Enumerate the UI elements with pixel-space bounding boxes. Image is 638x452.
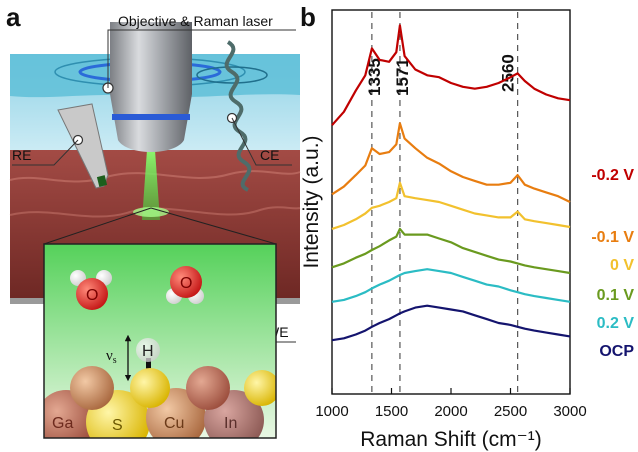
objective-tip [110,94,192,152]
trace-label-group: -0.2 V -0.1 V 0 V 0.1 V 0.2 V OCP [591,167,634,360]
atom-label-cu: Cu [164,415,184,432]
x-tick-label: 2500 [494,403,527,420]
reference-electrode [57,103,109,189]
re-label: RE [12,147,31,163]
molecular-inset: O O H νs Ga S Cu [44,244,276,438]
adsorbed-h-atom [136,338,160,362]
atom-label-s: S [112,417,123,434]
ce-label: CE [260,147,279,163]
x-axis-title: Raman Shift (cm⁻¹) [360,428,541,451]
s-atom [244,370,276,406]
raman-trace [331,268,571,303]
x-tick-group: 1000 1500 2000 2500 3000 [315,388,587,420]
atom-label-o: O [180,275,192,292]
objective-band [112,114,190,120]
reference-electrode-tip [96,175,108,187]
y-axis-title: Intensity (a.u.) [300,135,323,268]
panel-b-chart: b 1335 1571 2560 1000 1500 2000 2500 3000 -0.2… [300,2,634,451]
raman-trace [331,181,571,230]
water-molecule: O [70,270,112,310]
peak-marker-label: 2560 [499,54,518,92]
water-molecule: O [166,266,204,304]
peak-marker-group: 1335 1571 2560 [365,12,519,394]
inset-zoom-line [150,207,277,245]
counter-electrode [224,40,252,192]
panel-a-letter: a [6,2,21,32]
inset-zoom-line [43,207,152,245]
objective-callout-line [107,29,296,88]
re-callout-line [12,139,79,166]
s-atom [130,368,170,408]
trace-label: 0.1 V [597,287,635,304]
laser-spot [133,207,169,217]
trace-label: 0 V [610,257,634,274]
vibration-symbol: νs [106,348,117,366]
x-tick-label: 1000 [315,403,348,420]
inset-frame [43,243,277,439]
atom-label-h: H [142,343,154,360]
trace-label: -0.1 V [591,229,634,246]
laser-beam [142,150,160,220]
objective-label: Objective & Raman laser [118,13,273,29]
trace-label: 0.2 V [597,315,635,332]
series-group [331,24,571,342]
panel-b-letter: b [300,2,316,32]
atom-label-in: In [224,415,237,432]
cu-atom [70,366,114,410]
atom-label-ga: Ga [52,415,73,432]
raman-trace [331,227,571,275]
trace-label: -0.2 V [591,167,634,184]
catalyst-texture [9,206,301,218]
ga-atom [186,366,230,410]
objective-body [110,22,192,94]
ce-callout-line [231,117,292,166]
x-tick-label: 3000 [553,403,586,420]
raman-trace [331,304,571,342]
raman-trace [331,122,571,203]
raman-trace [331,24,571,126]
x-tick-label: 1500 [375,403,408,420]
peak-marker-label: 1335 [365,58,384,96]
peak-marker-label: 1571 [393,58,412,96]
x-tick-label: 2000 [434,403,467,420]
catalyst-texture [9,170,301,183]
atom-label-o: O [86,287,98,304]
panel-a-illustration: Objective & Raman laser RE CE WE O [6,2,301,439]
water-ripple [196,66,268,84]
trace-label: OCP [599,343,634,360]
